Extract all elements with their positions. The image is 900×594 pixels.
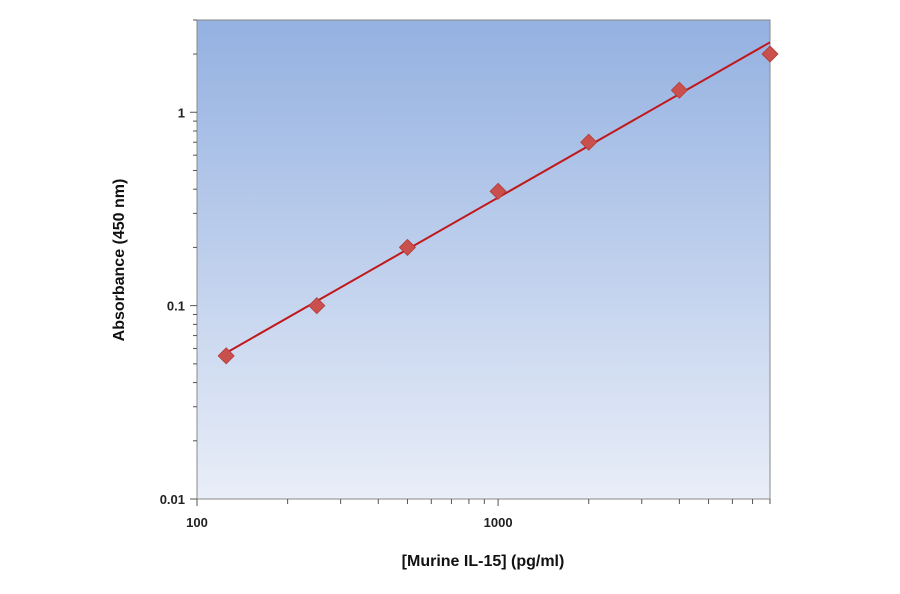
x-tick-labels: 100 1000 bbox=[186, 515, 512, 530]
data-point-diamond bbox=[761, 45, 779, 63]
data-point-diamond bbox=[308, 297, 326, 315]
data-point-diamond bbox=[670, 81, 688, 99]
x-tick-label: 100 bbox=[186, 515, 208, 530]
plot-area bbox=[196, 19, 771, 500]
data-point-diamond bbox=[398, 238, 417, 256]
data-point-diamond bbox=[489, 182, 507, 200]
data-point-diamond bbox=[217, 347, 235, 365]
data-points bbox=[217, 45, 779, 365]
y-tick-label: 0.1 bbox=[167, 299, 185, 314]
x-tick-label: 1000 bbox=[484, 515, 513, 530]
y-tick-labels: 0.01 0.1 1 bbox=[160, 105, 185, 507]
y-tick-label: 1 bbox=[178, 105, 185, 120]
y-tick-label: 0.01 bbox=[160, 492, 185, 507]
y-axis-title: Absorbance (450 nm) bbox=[111, 179, 128, 342]
x-axis-title: [Murine IL-15] (pg/ml) bbox=[402, 553, 565, 570]
axis-ticks bbox=[190, 19, 771, 506]
data-point-diamond bbox=[580, 133, 598, 151]
